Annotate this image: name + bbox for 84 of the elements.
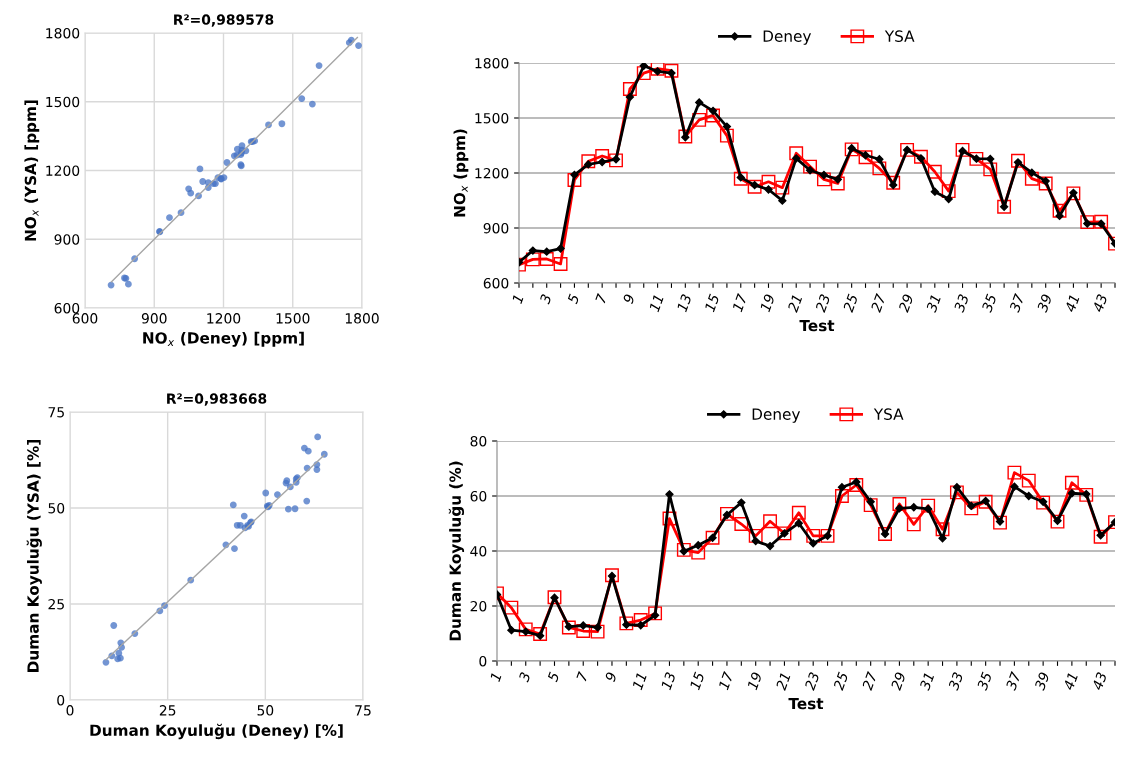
x-tick-label: 29 [890, 671, 906, 691]
y-axis-title: NO$_{x}$ (ppm) [453, 129, 469, 217]
y-axis-title: Duman Koyuluğu (YSA) [%] [26, 440, 42, 672]
x-tick-label: 13 [660, 671, 676, 691]
x-tick-label: 39 [1036, 293, 1053, 313]
y-tick-label: 0 [479, 655, 487, 667]
y-tick-label: 1800 [46, 27, 80, 39]
x-tick-label: 7 [595, 292, 608, 304]
x-tick-label: 9 [622, 293, 635, 305]
x-tick-label: 11 [632, 672, 647, 691]
x-tick-label: 3 [539, 293, 552, 305]
y-tick-label: 600 [483, 277, 509, 289]
x-axis-title: Test [799, 319, 835, 332]
x-tick-label: 25 [842, 293, 859, 313]
y-tick-label: 1200 [475, 167, 509, 179]
legend-label: YSA [873, 408, 904, 420]
y-tick-label: 1500 [475, 112, 509, 124]
legend-label: Deney [752, 408, 801, 423]
legend-label: YSA [884, 30, 915, 42]
x-axis-title: NO$_{x}$ (Deney) [ppm] [143, 331, 304, 347]
x-tick-label: 11 [648, 294, 664, 313]
y-axis-title: Duman Koyuluğu (%) [448, 461, 465, 641]
legend-label: Deney [763, 30, 812, 45]
x-tick-label: 35 [981, 293, 997, 313]
y-tick-label: 75 [48, 407, 64, 418]
x-tick-label: 5 [567, 293, 580, 305]
x-tick-label: 15 [704, 293, 720, 313]
y-tick-label: 80 [470, 435, 487, 447]
y-tick-label: 1500 [46, 96, 80, 108]
x-tick-label: 43 [1091, 671, 1108, 691]
x-tick-label: 41 [1064, 294, 1080, 313]
y-axis-title: NO$_{x}$ (YSA) [ppm] [24, 100, 40, 241]
y-tick-label: 50 [48, 502, 65, 514]
x-tick-label: 27 [861, 670, 878, 691]
x-tick-label: 19 [746, 671, 763, 691]
y-tick-label: 25 [48, 598, 64, 610]
x-tick-label: 5 [547, 671, 560, 683]
x-tick-label: 23 [804, 671, 820, 691]
x-tick-label: 1 [511, 294, 524, 304]
y-tick-label: 1200 [46, 165, 80, 176]
x-tick-label: 21 [775, 672, 791, 691]
x-tick-label: 1500 [276, 313, 310, 324]
x-tick-label: 43 [1092, 293, 1108, 313]
y-tick-label: 40 [470, 545, 487, 557]
y-tick-label: 1800 [475, 57, 509, 69]
x-tick-label: 33 [953, 293, 970, 313]
x-tick-label: 27 [870, 292, 886, 313]
x-tick-label: 21 [787, 294, 803, 313]
x-tick-label: 37 [1008, 292, 1025, 313]
y-tick-label: 20 [470, 600, 487, 612]
x-tick-label: 29 [898, 293, 914, 313]
y-tick-label: 900 [483, 222, 509, 234]
y-tick-label: 60 [470, 490, 487, 502]
x-tick-label: 25 [159, 705, 176, 716]
x-tick-label: 23 [814, 293, 831, 313]
x-tick-label: 3 [518, 671, 531, 683]
y-tick-label: 900 [54, 234, 80, 245]
x-tick-label: 7 [576, 670, 589, 682]
x-tick-label: 39 [1034, 671, 1050, 691]
x-tick-label: 31 [925, 294, 941, 313]
x-tick-label: 1 [489, 672, 502, 682]
x-tick-label: 9 [604, 671, 617, 683]
x-tick-label: 33 [947, 671, 964, 691]
x-tick-label: 17 [732, 292, 748, 313]
x-tick-label: 37 [1005, 670, 1022, 691]
x-tick-label: 1800 [345, 313, 379, 324]
x-tick-label: 13 [676, 293, 692, 313]
x-tick-label: 50 [257, 705, 274, 716]
x-tick-label: 75 [355, 705, 371, 716]
x-tick-label: 900 [141, 313, 167, 324]
x-tick-label: 41 [1063, 672, 1078, 691]
x-tick-label: 1200 [207, 313, 241, 324]
x-tick-label: 19 [759, 293, 775, 313]
x-tick-label: 35 [976, 671, 993, 691]
y-tick-label: 0 [57, 694, 65, 706]
chart-title: R²=0,989578 [174, 14, 274, 27]
x-tick-label: 600 [72, 313, 98, 324]
x-tick-label: 31 [919, 672, 935, 691]
x-axis-title: Test [788, 697, 824, 710]
x-axis-title: Duman Koyuluğu (Deney) [%] [90, 723, 343, 740]
x-tick-label: 15 [689, 671, 705, 691]
x-tick-label: 25 [832, 671, 849, 691]
x-tick-label: 17 [718, 670, 734, 691]
chart-title: R²=0,983668 [167, 393, 267, 406]
